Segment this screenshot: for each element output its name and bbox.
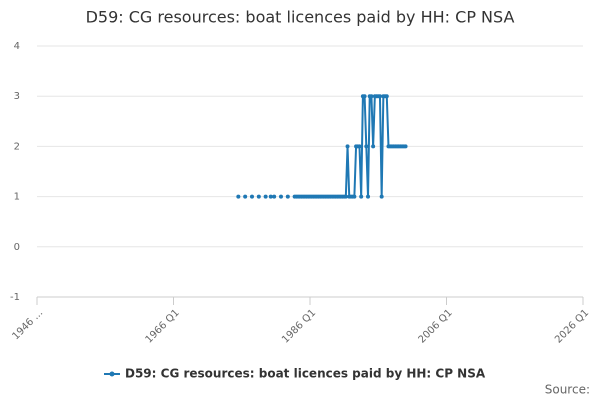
point bbox=[256, 194, 261, 199]
point bbox=[268, 194, 273, 199]
y-tick-label: 2 bbox=[14, 141, 20, 152]
point bbox=[352, 194, 357, 199]
point bbox=[357, 144, 362, 149]
point bbox=[249, 194, 254, 199]
legend-marker bbox=[109, 371, 115, 377]
point bbox=[384, 94, 389, 99]
point bbox=[285, 194, 290, 199]
y-tick-label: -1 bbox=[10, 292, 20, 303]
point bbox=[362, 94, 367, 99]
x-tick-label: 1966 Q1 bbox=[144, 307, 182, 345]
point bbox=[403, 144, 408, 149]
x-tick-label: 1986 Q1 bbox=[280, 307, 318, 345]
y-tick-label: 0 bbox=[14, 242, 20, 253]
point bbox=[236, 194, 241, 199]
point bbox=[371, 144, 376, 149]
x-tick-label: 1946 ... bbox=[10, 307, 45, 342]
point bbox=[263, 194, 268, 199]
point bbox=[369, 94, 374, 99]
point bbox=[366, 194, 371, 199]
source: Source: bbox=[545, 383, 590, 397]
y-tick-label: 4 bbox=[14, 41, 20, 52]
y-tick-label: 1 bbox=[14, 192, 20, 203]
chart-title: D59: CG resources: boat licences paid by… bbox=[86, 8, 515, 27]
point bbox=[343, 194, 348, 199]
point bbox=[379, 194, 384, 199]
y-tick-label: 3 bbox=[14, 91, 20, 102]
point bbox=[278, 194, 283, 199]
point bbox=[364, 144, 369, 149]
point bbox=[272, 194, 277, 199]
point bbox=[243, 194, 248, 199]
x-tick-label: 2006 Q1 bbox=[417, 307, 455, 345]
x-tick-label: 2026 Q1 bbox=[553, 307, 591, 345]
point bbox=[345, 144, 350, 149]
point bbox=[359, 194, 364, 199]
legend-label: D59: CG resources: boat licences paid by… bbox=[125, 367, 486, 381]
point bbox=[377, 94, 382, 99]
